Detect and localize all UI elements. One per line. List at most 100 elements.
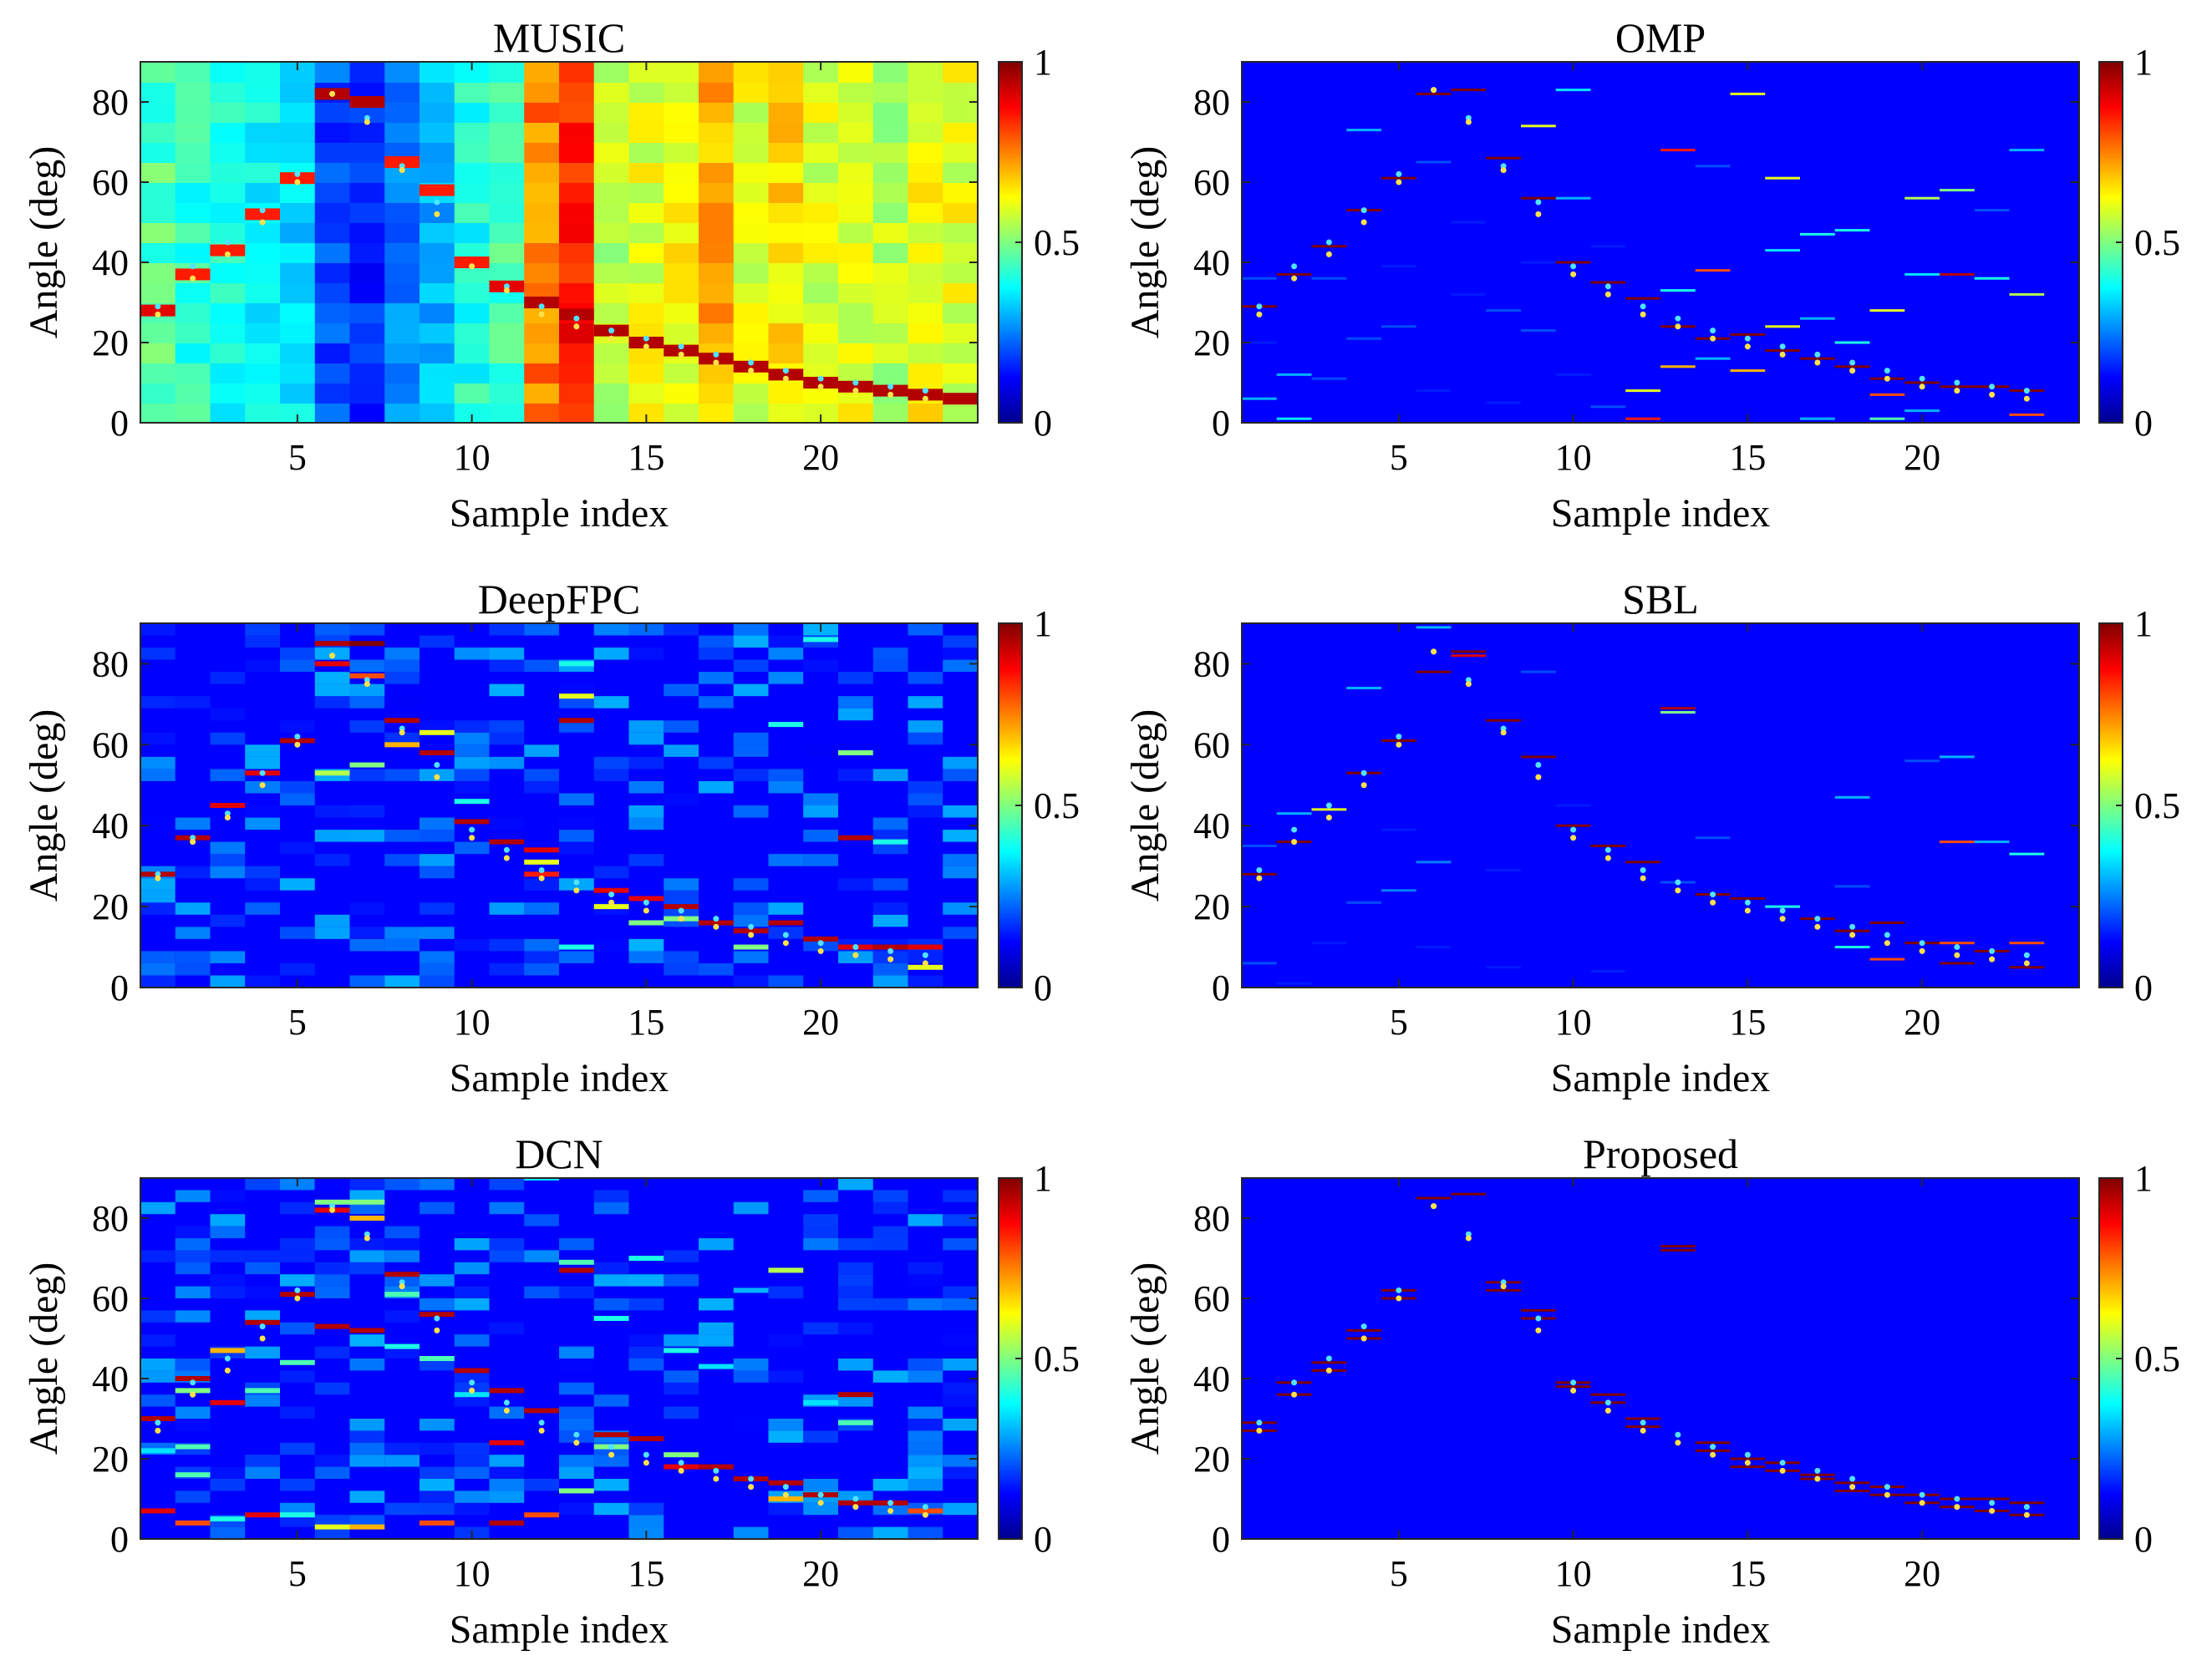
spectrum-cell: [664, 363, 699, 383]
estimate-mark: [1834, 1489, 1870, 1492]
noise-cell: [489, 1491, 525, 1503]
ground-truth-point: [1500, 1283, 1507, 1290]
noise-cell: [384, 927, 420, 939]
ground-truth-point: [1919, 947, 1925, 954]
spectrum-cell: [524, 102, 560, 123]
estimate-mark: [1346, 129, 1381, 132]
ground-truth-point: [678, 1460, 684, 1466]
spectrum-cell: [280, 262, 316, 283]
ground-truth-point: [1570, 826, 1577, 833]
noise-cell: [245, 659, 280, 673]
estimate-mark: [1555, 261, 1591, 264]
ground-truth-point: [399, 725, 405, 732]
noise-cell: [140, 902, 175, 915]
noise-cell: [559, 1346, 594, 1359]
ground-truth-point: [190, 1391, 196, 1398]
estimate-mark: [872, 384, 908, 397]
spectrum-cell: [140, 282, 176, 303]
spectrum-cell: [524, 142, 560, 163]
noise-cell: [454, 732, 490, 745]
spectrum-cell: [384, 343, 420, 363]
y-tick-label: 0: [110, 403, 129, 444]
estimate-mark: [175, 1388, 211, 1394]
ground-truth-point: [887, 1507, 894, 1514]
ground-truth-point: [1325, 1367, 1332, 1374]
y-tick-label: 60: [1193, 1278, 1230, 1319]
spectrum-cell: [420, 262, 455, 283]
x-tick-label: 15: [1729, 1002, 1766, 1043]
spectrum-cell: [733, 122, 770, 143]
noise-cell: [245, 878, 280, 891]
x-tick-label: 20: [802, 437, 839, 478]
ground-truth-point: [1989, 947, 1996, 954]
ground-truth-point: [434, 1315, 440, 1322]
x-tick-label: 10: [1555, 1002, 1592, 1043]
ground-truth-point: [1884, 368, 1890, 374]
noise-cell: [245, 1466, 280, 1479]
spectrum-cell: [559, 162, 595, 183]
plot-area: [1242, 623, 2079, 988]
noise-cell: [245, 1455, 280, 1467]
estimate-mark: [803, 1399, 838, 1405]
spectrum-cell: [664, 122, 699, 143]
noise-cell: [175, 1491, 211, 1503]
noise-cell: [489, 659, 525, 673]
spectrum-cell: [454, 222, 491, 243]
spectrum-cell: [420, 403, 455, 423]
ground-truth-point: [1431, 87, 1437, 94]
noise-cell: [420, 1201, 455, 1215]
spectrum-cell: [803, 262, 839, 283]
ground-truth-point: [1989, 1500, 1996, 1506]
estimate-mark: [628, 337, 664, 348]
estimate-mark: [1276, 982, 1312, 985]
ground-truth-point: [713, 1467, 720, 1474]
spectrum-cell: [664, 242, 699, 263]
ground-truth-point: [1675, 879, 1681, 886]
estimate-mark: [1311, 245, 1347, 248]
noise-cell: [454, 1298, 490, 1311]
y-tick-label: 40: [92, 242, 129, 283]
estimate-mark: [1416, 160, 1452, 164]
noise-cell: [280, 1201, 315, 1215]
noise-cell: [245, 1250, 280, 1262]
ground-truth-point: [1884, 932, 1890, 938]
estimate-mark: [1695, 836, 1731, 840]
spectrum-cell: [872, 242, 909, 263]
spectrum-cell: [628, 102, 665, 123]
ground-truth-point: [190, 275, 196, 282]
noise-cell: [140, 696, 175, 708]
spectrum-cell: [768, 222, 805, 243]
noise-cell: [559, 1286, 594, 1298]
ground-truth-point: [2023, 1511, 2030, 1518]
ground-truth-point: [678, 916, 684, 922]
estimate-mark: [1625, 1425, 1660, 1429]
estimate-mark: [420, 1520, 455, 1526]
noise-cell: [140, 732, 175, 745]
spectrum-cell: [768, 242, 805, 263]
noise-cell: [908, 696, 943, 708]
noise-cell: [245, 805, 280, 818]
noise-cell: [908, 805, 943, 818]
ground-truth-point: [1396, 1287, 1402, 1293]
noise-cell: [872, 914, 908, 927]
noise-cell: [314, 927, 350, 939]
panel-title: DeepFPC: [478, 576, 640, 622]
noise-cell: [175, 914, 211, 927]
noise-cell: [872, 1190, 908, 1202]
spectrum-cell: [280, 202, 316, 223]
spectrum-cell: [699, 323, 735, 343]
ground-truth-point: [852, 1504, 859, 1511]
noise-cell: [838, 1238, 873, 1251]
spectrum-cell: [314, 222, 351, 243]
estimate-mark: [1695, 357, 1731, 360]
noise-cell: [943, 1214, 978, 1227]
noise-cell: [733, 623, 769, 636]
ground-truth-point: [922, 1511, 928, 1518]
ground-truth-point: [1256, 1420, 1263, 1426]
y-tick-label: 0: [1212, 403, 1230, 444]
noise-cell: [628, 1274, 664, 1287]
noise-cell: [628, 1515, 664, 1527]
noise-cell: [175, 1310, 211, 1323]
noise-cell: [314, 1226, 350, 1238]
spectrum-cell: [872, 202, 909, 223]
